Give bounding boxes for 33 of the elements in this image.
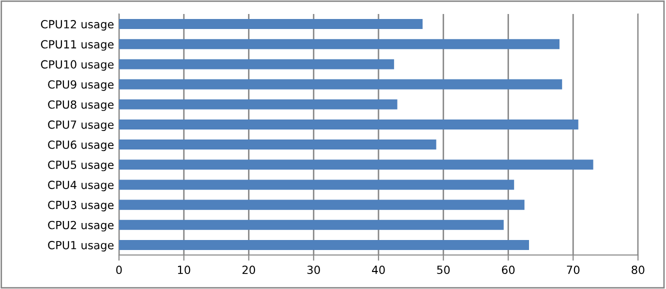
y-tick-label: CPU4 usage <box>48 180 114 192</box>
y-tick-label: CPU9 usage <box>48 80 114 91</box>
y-tick-label: CPU8 usage <box>48 100 114 111</box>
y-tick-label: CPU1 usage <box>48 240 114 252</box>
bar <box>119 119 578 130</box>
y-tick-label: CPU11 usage <box>40 40 114 51</box>
x-tick-label: 60 <box>502 266 515 274</box>
bar <box>119 59 394 70</box>
x-tick-label: 30 <box>307 266 320 274</box>
y-tick-label: CPU7 usage <box>48 120 114 131</box>
bar <box>119 79 562 90</box>
bar <box>119 220 504 230</box>
y-tick-label: CPU6 usage <box>48 140 114 152</box>
bar <box>119 240 530 250</box>
bar <box>119 200 524 210</box>
y-tick-label: CPU10 usage <box>40 60 114 71</box>
x-tick-label: 40 <box>372 266 385 274</box>
bar <box>119 140 436 150</box>
y-tick-label: CPU5 usage <box>48 160 114 172</box>
x-tick-label: 80 <box>632 266 644 274</box>
bar <box>119 19 423 30</box>
x-tick-label: 0 <box>116 266 122 274</box>
x-tick-label: 50 <box>437 266 450 274</box>
bar <box>119 160 594 170</box>
bar <box>119 180 514 190</box>
x-tick-label: 20 <box>242 266 256 274</box>
y-tick-label: CPU2 usage <box>48 220 114 232</box>
bar <box>119 99 398 110</box>
y-tick-label: CPU3 usage <box>48 200 114 212</box>
x-tick-label: 70 <box>566 266 580 274</box>
x-tick-label: 10 <box>178 266 190 274</box>
bar <box>119 39 560 50</box>
y-tick-label: CPU12 usage <box>40 20 114 31</box>
